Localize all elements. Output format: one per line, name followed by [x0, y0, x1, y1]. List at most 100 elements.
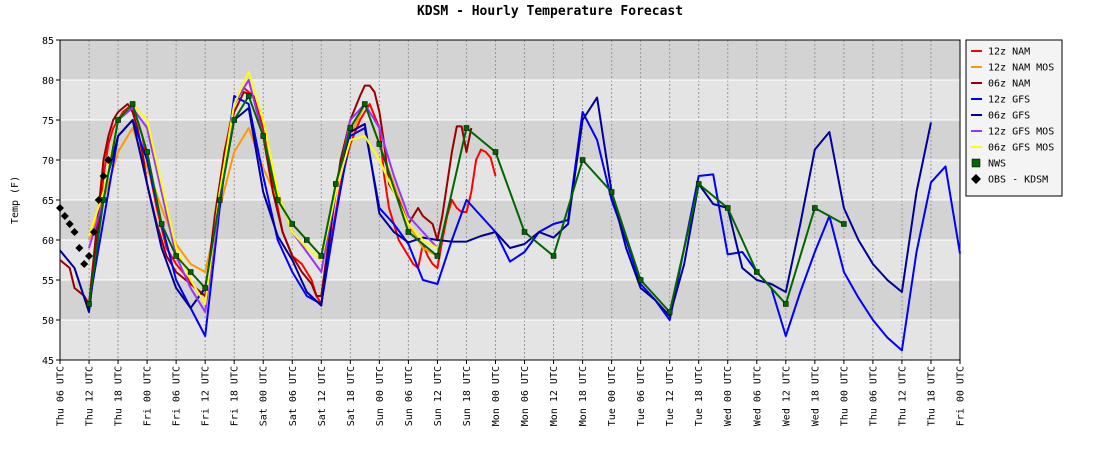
x-tick-label: Mon 00 UTC — [491, 366, 502, 426]
x-tick-label: Tue 00 UTC — [607, 366, 618, 426]
data-point — [70, 228, 79, 236]
data-point — [129, 101, 136, 107]
data-point — [65, 220, 74, 228]
data-point — [245, 93, 252, 99]
x-tick-label: Fri 12 UTC — [201, 366, 212, 426]
legend-item: 12z NAM — [971, 47, 1030, 58]
x-tick-label: Sat 18 UTC — [346, 366, 357, 426]
data-point — [216, 197, 223, 203]
data-point — [521, 229, 528, 235]
background-band — [60, 200, 960, 240]
x-tick-label: Fri 00 UTC — [956, 366, 967, 426]
data-point — [608, 189, 615, 195]
y-tick-label: 85 — [42, 36, 54, 47]
x-tick-label: Wed 06 UTC — [752, 366, 763, 426]
data-point — [724, 205, 731, 211]
legend-item: 12z GFS — [971, 95, 1030, 106]
x-tick-label: Mon 12 UTC — [549, 366, 560, 426]
x-tick-label: Sat 12 UTC — [317, 366, 328, 426]
series-06z-gfs-mos — [88, 71, 438, 305]
data-point — [274, 197, 281, 203]
x-tick-label: Sun 18 UTC — [462, 366, 473, 426]
x-tick-label: Wed 18 UTC — [810, 366, 821, 426]
y-tick-label: 50 — [42, 316, 54, 327]
data-point — [202, 285, 208, 291]
series-obs-kdsm — [56, 156, 113, 268]
x-tick-label: Fri 00 UTC — [143, 366, 154, 426]
legend-label: 12z NAM MOS — [988, 63, 1054, 74]
series-line — [59, 84, 473, 305]
data-point — [463, 125, 470, 131]
y-tick-label: 60 — [42, 236, 54, 247]
x-tick-label: Thu 06 UTC — [868, 366, 879, 426]
series-nws — [86, 93, 847, 315]
x-tick-label: Tue 18 UTC — [694, 366, 705, 426]
y-tick-label: 55 — [42, 276, 54, 287]
data-point — [289, 221, 296, 227]
data-point — [158, 221, 165, 227]
series-06z-nam — [59, 84, 473, 305]
data-point — [754, 269, 760, 275]
data-point — [637, 277, 644, 283]
x-tick-label: Sun 06 UTC — [404, 366, 415, 426]
x-tick-label: Sun 00 UTC — [375, 366, 386, 426]
y-axis-ticks: 45 50 55 60 65 70 75 80 85 — [42, 36, 60, 367]
legend-label: OBS - KDSM — [988, 175, 1048, 186]
legend-label: NWS — [988, 159, 1006, 170]
x-tick-label: Thu 18 UTC — [114, 366, 125, 426]
data-point — [80, 260, 89, 268]
x-tick-label: Tue 06 UTC — [636, 366, 647, 426]
y-tick-label: 45 — [42, 356, 54, 367]
x-tick-label: Sat 06 UTC — [288, 366, 299, 426]
legend-item: 06z NAM — [971, 79, 1030, 90]
legend-label: 12z GFS — [988, 95, 1030, 106]
data-point — [579, 157, 586, 163]
data-point — [812, 205, 818, 211]
legend-label: 06z NAM — [988, 79, 1030, 90]
series-layer — [56, 71, 961, 352]
legend-item: OBS - KDSM — [971, 174, 1048, 186]
legend: 12z NAM 12z NAM MOS 06z NAM 12z GFS 06z GFS 1… — [965, 39, 1063, 197]
data-point — [695, 181, 702, 187]
data-point — [333, 181, 339, 187]
data-point — [376, 141, 383, 147]
data-point — [60, 212, 69, 220]
x-tick-label: Thu 12 UTC — [85, 366, 96, 426]
data-point — [115, 117, 121, 123]
data-point — [89, 228, 98, 236]
x-axis-ticks: Thu 06 UTC Thu 12 UTC Thu 18 UTC Fri 00 UTC… — [56, 360, 967, 426]
data-point — [304, 237, 310, 243]
data-point — [492, 149, 499, 155]
x-tick-label: Mon 06 UTC — [520, 366, 531, 426]
legend-item: 06z GFS MOS — [971, 143, 1054, 154]
background-band — [60, 80, 960, 120]
legend-item: 12z NAM MOS — [971, 63, 1054, 74]
data-point — [783, 301, 789, 307]
legend-swatch — [971, 158, 981, 168]
data-point — [104, 156, 113, 164]
y-axis-label: Temp (F) — [10, 176, 21, 224]
legend-item: 06z GFS — [971, 111, 1030, 122]
series-line — [88, 71, 438, 305]
series-12z-gfs — [88, 95, 961, 352]
x-tick-label: Wed 12 UTC — [781, 366, 792, 426]
y-tick-label: 70 — [42, 156, 54, 167]
x-tick-label: Fri 18 UTC — [230, 366, 241, 426]
legend-item: 12z GFS MOS — [971, 127, 1054, 138]
data-point — [666, 309, 673, 315]
data-point — [362, 101, 368, 107]
x-tick-label: Thu 06 UTC — [56, 366, 67, 426]
data-point — [231, 117, 237, 123]
background-band — [60, 120, 960, 160]
chart-title: KDSM - Hourly Temperature Forecast — [416, 4, 684, 19]
x-tick-label: Thu 12 UTC — [897, 366, 908, 426]
x-tick-label: Sun 12 UTC — [433, 366, 444, 426]
data-point — [187, 269, 194, 275]
x-tick-label: Sat 00 UTC — [259, 366, 270, 426]
data-point — [841, 221, 847, 227]
y-tick-label: 80 — [42, 76, 54, 87]
x-tick-label: Thu 18 UTC — [926, 366, 937, 426]
data-point — [99, 172, 108, 180]
data-point — [75, 244, 84, 252]
